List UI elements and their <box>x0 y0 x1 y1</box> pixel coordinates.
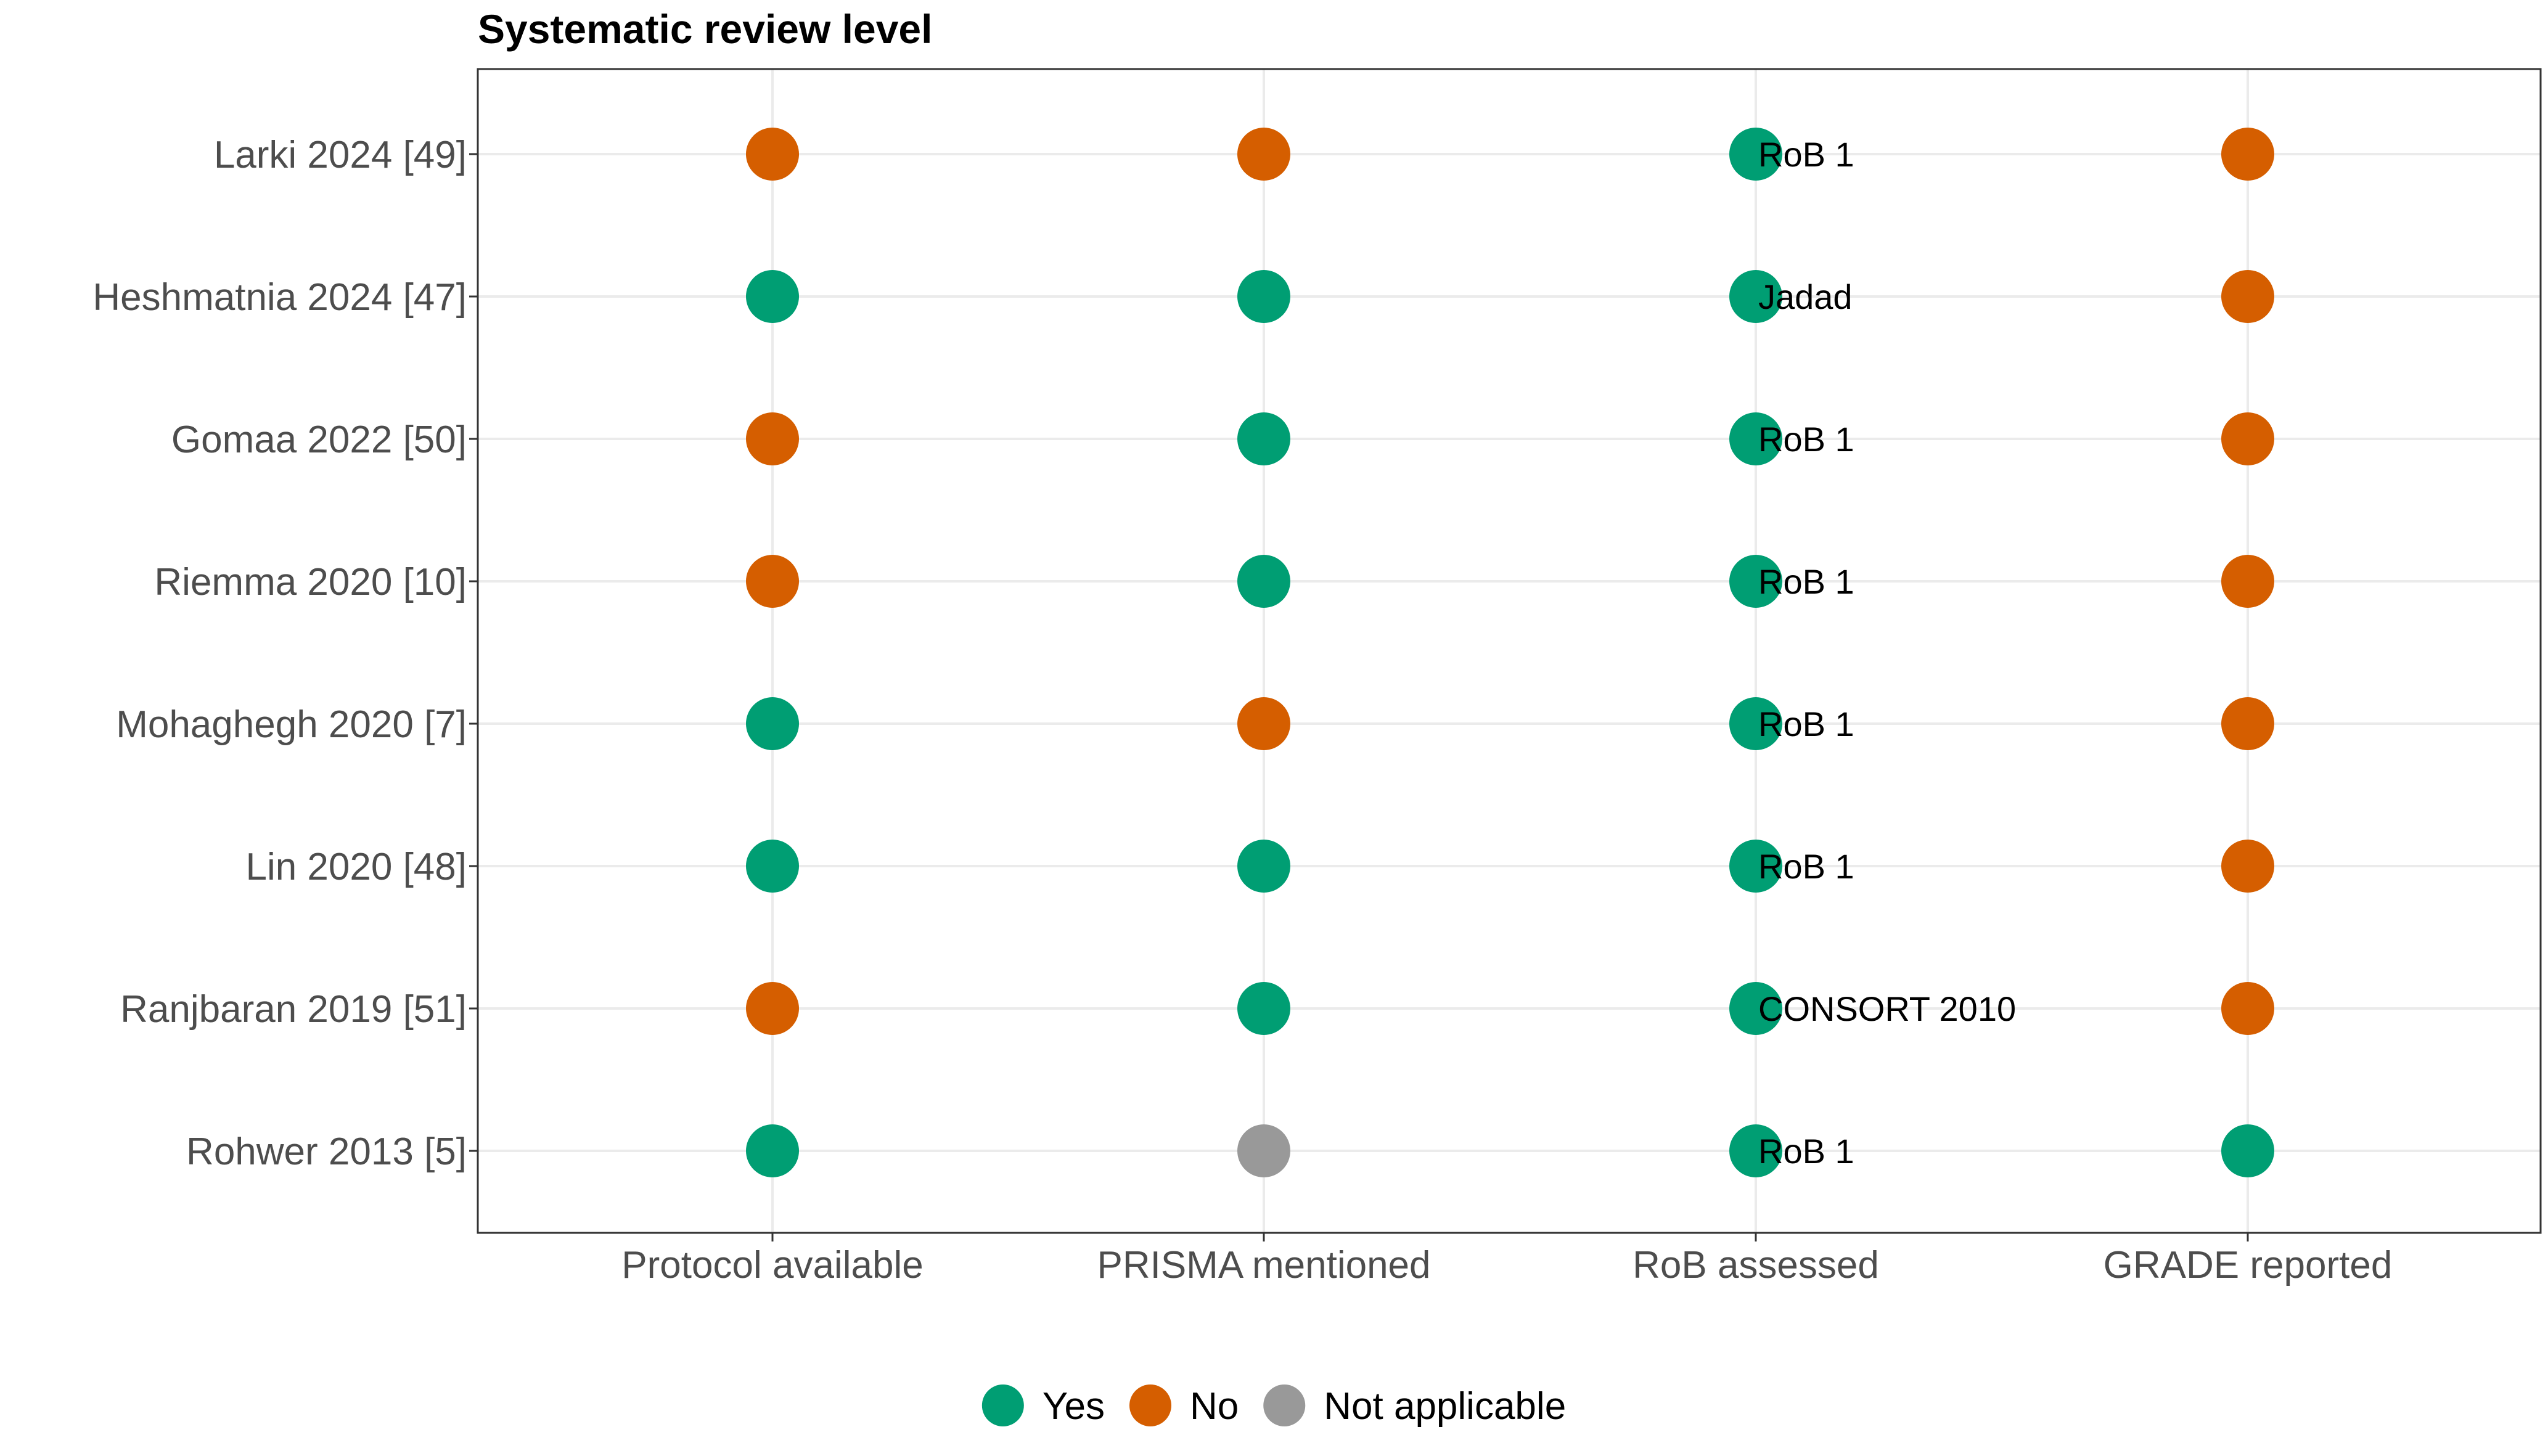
rob-tool-label-larki-2024-49: RoB 1 <box>1758 135 1854 174</box>
x-axis: Protocol available PRISMA mentioned RoB as… <box>621 1244 2392 1286</box>
point-gomaa-2022-50-prisma-mentioned <box>1237 412 1290 465</box>
point-mohaghegh-2020-7-protocol-available <box>746 697 799 750</box>
rob-tool-label-lin-2020-48: RoB 1 <box>1758 847 1854 886</box>
point-mohaghegh-2020-7-grade-reported <box>2221 697 2274 750</box>
point-rohwer-2013-5-grade-reported <box>2221 1124 2274 1177</box>
y-tick-label-gomaa-2022-50: Gomaa 2022 [50] <box>171 419 467 461</box>
point-heshmatnia-2024-47-protocol-available <box>746 270 799 323</box>
rob-tool-label-gomaa-2022-50: RoB 1 <box>1758 420 1854 459</box>
legend-key-no <box>1129 1384 1171 1426</box>
y-axis: Larki 2024 [49] Heshmatnia 2024 [47] Gomaa… <box>92 134 467 1173</box>
point-rohwer-2013-5-protocol-available <box>746 1124 799 1177</box>
point-larki-2024-49-grade-reported <box>2221 128 2274 181</box>
y-tick-label-heshmatnia-2024-47: Heshmatnia 2024 [47] <box>92 276 467 319</box>
point-ranjbaran-2019-51-protocol-available <box>746 982 799 1035</box>
point-gomaa-2022-50-protocol-available <box>746 412 799 465</box>
point-riemma-2020-10-grade-reported <box>2221 555 2274 608</box>
legend: Yes No Not applicable <box>981 1384 1566 1428</box>
rob-tool-label-ranjbaran-2019-51: CONSORT 2010 <box>1758 989 2016 1028</box>
point-mohaghegh-2020-7-prisma-mentioned <box>1237 697 1290 750</box>
point-larki-2024-49-prisma-mentioned <box>1237 128 1290 181</box>
rob-tool-labels: RoB 1 Jadad RoB 1 RoB 1 RoB 1 RoB 1 CONSORT 20… <box>1758 135 2016 1171</box>
point-lin-2020-48-protocol-available <box>746 840 799 893</box>
rob-tool-label-heshmatnia-2024-47: Jadad <box>1758 277 1853 316</box>
point-ranjbaran-2019-51-grade-reported <box>2221 982 2274 1035</box>
grid <box>478 69 2541 1233</box>
point-rohwer-2013-5-rob-assessed <box>1729 1124 1782 1177</box>
point-riemma-2020-10-protocol-available <box>746 555 799 608</box>
point-heshmatnia-2024-47-prisma-mentioned <box>1237 270 1290 323</box>
y-tick-label-riemma-2020-10: Riemma 2020 [10] <box>154 561 467 603</box>
rob-tool-label-riemma-2020-10: RoB 1 <box>1758 562 1854 601</box>
x-tick-label-rob-assessed: RoB assessed <box>1632 1244 1879 1286</box>
point-lin-2020-48-grade-reported <box>2221 840 2274 893</box>
point-gomaa-2022-50-grade-reported <box>2221 412 2274 465</box>
x-tick-label-grade-reported: GRADE reported <box>2104 1244 2393 1286</box>
point-gomaa-2022-50-rob-assessed <box>1729 412 1782 465</box>
point-lin-2020-48-prisma-mentioned <box>1237 840 1290 893</box>
y-tick-label-mohaghegh-2020-7: Mohaghegh 2020 [7] <box>116 703 467 746</box>
x-tick-label-protocol-available: Protocol available <box>621 1244 923 1286</box>
legend-key-yes <box>981 1384 1024 1426</box>
point-heshmatnia-2024-47-rob-assessed <box>1729 270 1782 323</box>
rob-tool-label-mohaghegh-2020-7: RoB 1 <box>1758 705 1854 743</box>
point-lin-2020-48-rob-assessed <box>1729 840 1782 893</box>
point-ranjbaran-2019-51-rob-assessed <box>1729 982 1782 1035</box>
axis-ticks <box>469 153 2249 1241</box>
y-tick-label-rohwer-2013-5: Rohwer 2013 [5] <box>186 1131 467 1173</box>
y-tick-label-larki-2024-49: Larki 2024 [49] <box>214 134 467 176</box>
chart-title: Systematic review level <box>478 6 932 52</box>
point-larki-2024-49-protocol-available <box>746 128 799 181</box>
point-mohaghegh-2020-7-rob-assessed <box>1729 697 1782 750</box>
y-tick-label-lin-2020-48: Lin 2020 [48] <box>245 846 467 888</box>
point-riemma-2020-10-rob-assessed <box>1729 555 1782 608</box>
legend-label-na: Not applicable <box>1324 1385 1566 1428</box>
data-points <box>746 128 2274 1177</box>
legend-key-na <box>1263 1384 1306 1426</box>
plot-panel <box>477 68 2542 1234</box>
legend-label-no: No <box>1190 1385 1239 1428</box>
point-larki-2024-49-rob-assessed <box>1729 128 1782 181</box>
x-tick-label-prisma-mentioned: PRISMA mentioned <box>1097 1244 1430 1286</box>
point-rohwer-2013-5-prisma-mentioned <box>1237 1124 1290 1177</box>
rob-tool-label-rohwer-2013-5: RoB 1 <box>1758 1132 1854 1171</box>
legend-label-yes: Yes <box>1043 1385 1105 1428</box>
point-heshmatnia-2024-47-grade-reported <box>2221 270 2274 323</box>
y-tick-label-ranjbaran-2019-51: Ranjbaran 2019 [51] <box>120 988 467 1031</box>
point-ranjbaran-2019-51-prisma-mentioned <box>1237 982 1290 1035</box>
point-riemma-2020-10-prisma-mentioned <box>1237 555 1290 608</box>
